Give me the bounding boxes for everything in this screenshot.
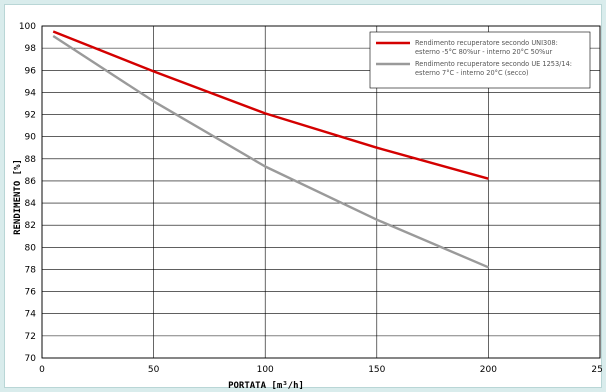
x-tick-label: 250: [591, 365, 603, 375]
x-tick-labels: 0 50 100 150 200 250: [39, 365, 603, 375]
y-tick-label: 86: [25, 177, 37, 187]
y-tick-label: 76: [25, 288, 37, 298]
x-tick-label: 0: [39, 365, 45, 375]
y-tick-label: 100: [19, 22, 36, 32]
x-tick-label: 50: [148, 365, 160, 375]
x-tick-label: 200: [480, 365, 497, 375]
series-line-1: [52, 30, 489, 180]
y-tick-label: 78: [25, 265, 37, 275]
x-axis-title: PORTATA [m³/h]: [228, 381, 304, 389]
y-tick-label: 84: [25, 199, 37, 209]
line-chart: 70 72 74 76 78 80 82 84 86 88 90 92 94 96 98 100 0 50 100…: [13, 22, 603, 389]
y-tick-label: 98: [25, 44, 37, 54]
x-tick-label: 150: [368, 365, 385, 375]
y-tick-label: 70: [25, 354, 37, 364]
legend-label-2-line2: esterno 7°C - interno 20°C (secco): [415, 69, 529, 77]
y-tick-labels: 70 72 74 76 78 80 82 84 86 88 90 92 94 96 98 100: [19, 22, 36, 364]
y-tick-label: 80: [25, 243, 37, 253]
legend-label-2: Rendimento recuperatore secondo UE 1253/…: [415, 60, 572, 68]
legend: Rendimento recuperatore secondo UNI308:e…: [369, 31, 591, 89]
y-tick-label: 74: [25, 310, 37, 320]
y-tick-label: 82: [25, 221, 36, 231]
legend-box: [369, 31, 591, 89]
y-tick-label: 88: [25, 155, 37, 165]
series-lines: [52, 30, 489, 269]
y-tick-label: 72: [25, 332, 36, 342]
legend-label-1-line2: esterno -5°C 80%ur - interno 20°C 50%ur: [415, 48, 553, 56]
y-tick-label: 92: [25, 111, 36, 121]
chart-frame: 70 72 74 76 78 80 82 84 86 88 90 92 94 96 98 100 0 50 100…: [4, 4, 603, 389]
y-tick-label: 94: [25, 88, 37, 98]
y-axis-title: RENDIMENTO [%]: [13, 159, 23, 235]
x-tick-label: 100: [257, 365, 274, 375]
y-tick-label: 90: [25, 133, 37, 143]
series-line-2: [52, 34, 489, 269]
plot-area: [41, 25, 601, 359]
y-tick-label: 96: [25, 66, 37, 76]
legend-label-1: Rendimento recuperatore secondo UNI308:: [415, 39, 558, 47]
